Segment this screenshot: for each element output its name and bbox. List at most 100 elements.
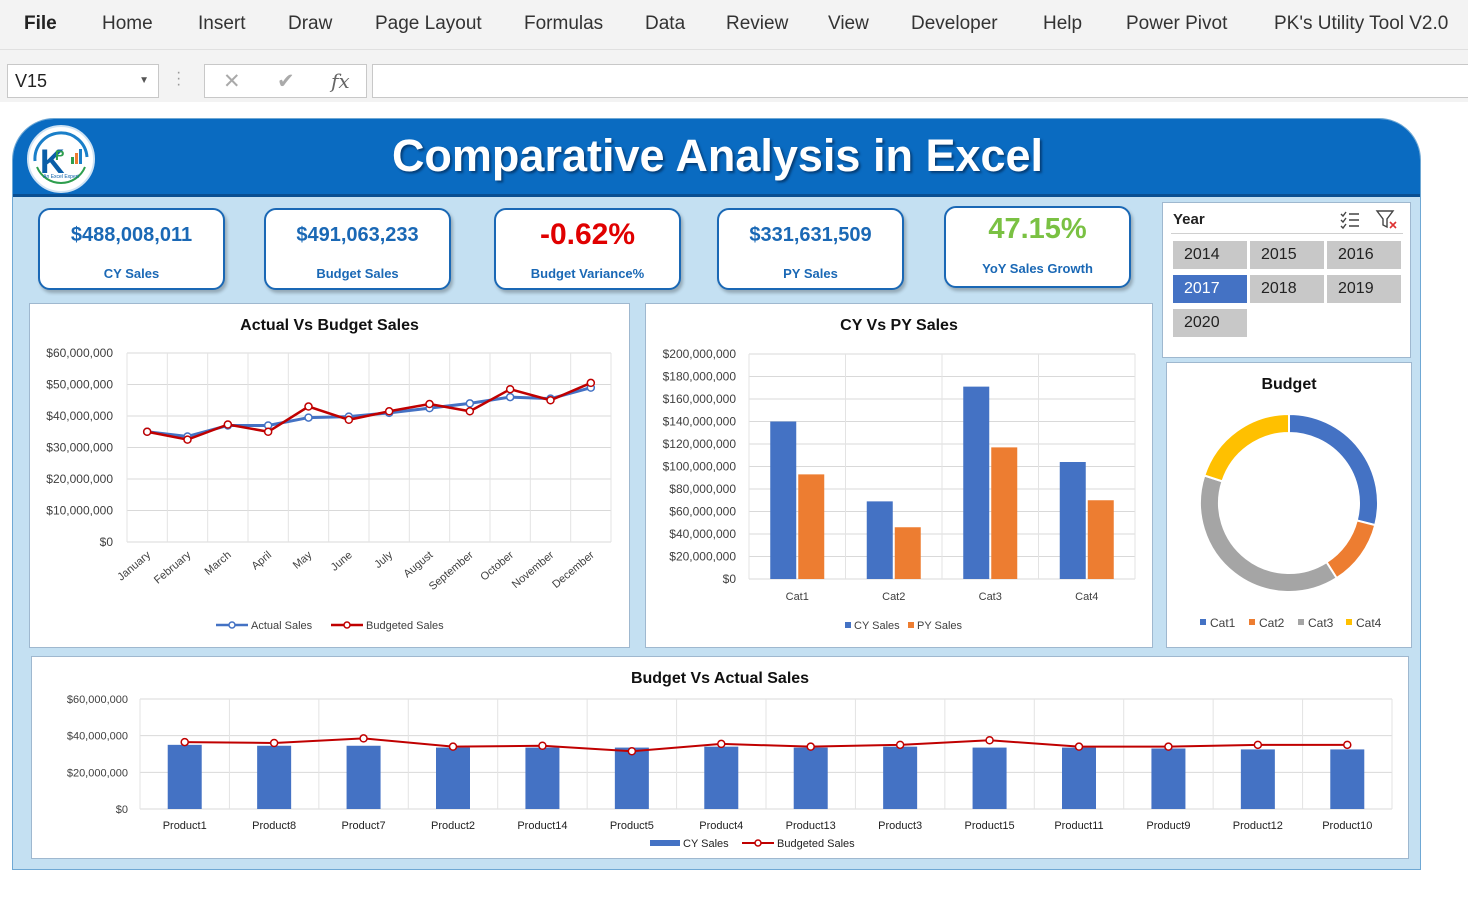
x-tick-label: May [291, 549, 315, 572]
legend-swatch [1200, 619, 1206, 625]
data-point [546, 396, 555, 405]
kpi-value: $488,008,011 [70, 224, 193, 246]
tab-page-layout[interactable]: Page Layout [375, 13, 482, 34]
bar-cy-sales [883, 746, 918, 809]
chart-title: Budget Vs Actual Sales [630, 670, 810, 687]
data-point [304, 402, 313, 411]
formula-input[interactable] [372, 64, 1468, 98]
multi-select-icon[interactable] [1339, 210, 1361, 230]
enter-icon[interactable]: ✔ [277, 70, 295, 93]
bar-cy-sales [704, 746, 739, 809]
cancel-icon[interactable]: ✕ [223, 70, 241, 93]
bar-cy-sales [525, 747, 560, 809]
legend-swatch [1298, 619, 1304, 625]
data-point [985, 736, 994, 745]
kpi-yoy-growth: 47.15% YoY Sales Growth [944, 206, 1131, 288]
x-tick-label: Cat1 [786, 591, 809, 603]
legend-label: Cat1 [1210, 616, 1236, 630]
clear-filter-icon[interactable] [1375, 209, 1399, 231]
tab-help[interactable]: Help [1043, 13, 1083, 34]
tab-insert[interactable]: Insert [198, 13, 246, 34]
slicer-item-2017[interactable]: 2017 [1173, 275, 1247, 303]
bar-cy-sales [1151, 748, 1186, 809]
y-tick-label: $40,000,000 [669, 527, 736, 541]
x-tick-label: November [510, 549, 557, 591]
tab-file[interactable]: File [24, 13, 57, 34]
legend-label: Budgeted Sales [366, 620, 444, 632]
slicer-item-2019[interactable]: 2019 [1327, 275, 1401, 303]
kpi-budget-sales: $491,063,233 Budget Sales [264, 208, 451, 290]
x-tick-label: April [250, 549, 275, 572]
tab-power-pivot[interactable]: Power Pivot [1126, 13, 1228, 34]
tab-home[interactable]: Home [102, 13, 153, 34]
data-point [465, 399, 475, 408]
data-point [359, 734, 368, 743]
data-point [465, 407, 475, 416]
bar-cy-sales [614, 747, 649, 809]
x-tick-label: Product12 [1233, 820, 1283, 832]
data-point [304, 413, 313, 422]
budget-donut-chart[interactable]: Budget Cat1 Cat2 Cat3 Cat4 [1166, 362, 1412, 648]
series-line-budgeted [146, 381, 592, 441]
bar-py [798, 474, 825, 579]
tab-utility-tool[interactable]: PK's Utility Tool V2.0 [1274, 13, 1449, 34]
ribbon: File Home Insert Draw Page Layout Formul… [0, 0, 1468, 50]
x-tick-label: March [203, 549, 234, 578]
year-slicer[interactable]: Year 2014 2015 2016 2017 2018 2019 2020 [1162, 202, 1411, 358]
x-tick-label: Product5 [610, 820, 654, 832]
legend-label: PY Sales [917, 620, 963, 632]
slicer-item-2016[interactable]: 2016 [1327, 241, 1401, 269]
tab-draw[interactable]: Draw [288, 13, 333, 34]
slicer-item-2020[interactable]: 2020 [1173, 309, 1247, 337]
legend-label: CY Sales [683, 838, 729, 850]
chevron-down-icon[interactable]: ▼ [139, 75, 149, 86]
bar-py [1087, 500, 1114, 579]
x-tick-label: Product14 [517, 820, 567, 832]
budget-vs-actual-chart[interactable]: Budget Vs Actual Sales $0 $20,000,000 $40,… [31, 656, 1409, 859]
x-tick-label: February [152, 549, 194, 587]
formula-buttons: ✕ ✔ fx [204, 64, 367, 98]
x-tick-label: Product15 [964, 820, 1014, 832]
slicer-item-2014[interactable]: 2014 [1173, 241, 1247, 269]
bar-cy-sales [167, 744, 202, 809]
slicer-item-2015[interactable]: 2015 [1250, 241, 1324, 269]
legend-swatch [1249, 619, 1255, 625]
bar-cy-sales [793, 747, 828, 809]
y-tick-label: $120,000,000 [663, 437, 737, 451]
x-tick-label: July [372, 549, 395, 571]
tab-review[interactable]: Review [726, 13, 789, 34]
kpi-budget-variance: -0.62% Budget Variance% [494, 208, 681, 290]
slicer-item-2018[interactable]: 2018 [1250, 275, 1324, 303]
data-point [1164, 742, 1173, 751]
data-point [717, 739, 726, 749]
x-tick-label: Product3 [878, 820, 922, 832]
chart-title: Budget [1261, 376, 1317, 393]
y-tick-label: $60,000,000 [67, 694, 128, 706]
x-tick-label: Cat4 [1075, 591, 1098, 603]
data-point [1074, 742, 1084, 751]
chart-title: Actual Vs Budget Sales [240, 317, 419, 334]
bar-cy [1059, 462, 1086, 579]
name-box[interactable]: V15 ▼ [7, 64, 159, 98]
y-tick-label: $100,000,000 [663, 460, 737, 474]
cy-vs-py-chart[interactable]: CY Vs PY Sales $0 $20,000,000 $40,000,000 $… [645, 303, 1153, 648]
svg-text:K: K [40, 143, 65, 181]
y-tick-label: $80,000,000 [669, 482, 736, 496]
x-tick-label: Product2 [431, 820, 475, 832]
actual-vs-budget-chart[interactable]: Actual Vs Budget Sales $0 $10,000,000 $20,… [29, 303, 630, 648]
y-tick-label: $0 [723, 572, 737, 586]
tab-formulas[interactable]: Formulas [524, 13, 604, 34]
kpi-value: $331,631,509 [749, 224, 872, 246]
kpi-label: PY Sales [783, 266, 838, 281]
x-tick-label: Product10 [1322, 820, 1372, 832]
insert-function-icon[interactable]: fx [331, 69, 350, 93]
tab-view[interactable]: View [828, 13, 869, 34]
tab-data[interactable]: Data [645, 13, 686, 34]
line-chart-svg: $0 $10,000,000 $20,000,000 $30,000,000 $40,0… [46, 346, 612, 632]
kpi-value: 47.15% [988, 213, 1087, 245]
x-tick-label: Product8 [252, 820, 296, 832]
bar-cy-sales [257, 745, 292, 809]
logo-caption: An Excel Expert [43, 174, 79, 180]
y-tick-label: $0 [116, 804, 128, 816]
tab-developer[interactable]: Developer [911, 13, 998, 34]
